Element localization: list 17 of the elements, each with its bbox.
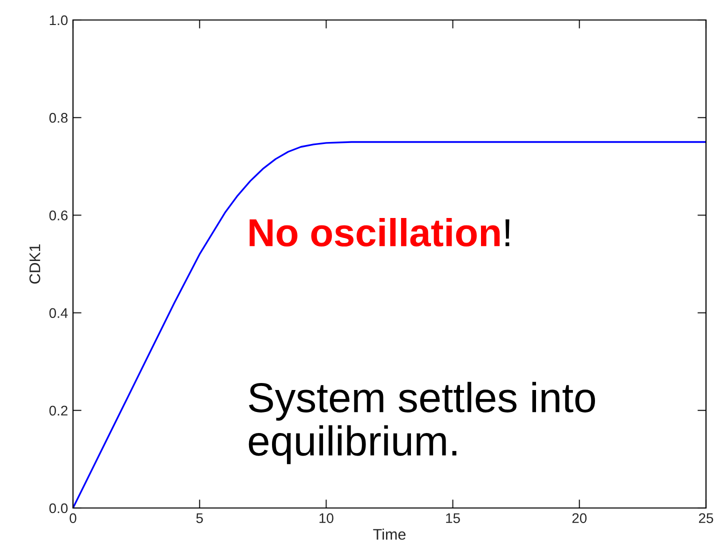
x-tick-label: 15 — [446, 513, 460, 524]
y-tick-label: 0.0 — [49, 503, 68, 514]
y-tick-label: 0.8 — [49, 112, 68, 123]
x-tick-label: 5 — [196, 513, 203, 524]
x-tick-label: 0 — [70, 513, 76, 524]
annotation: ! — [506, 219, 510, 246]
x-tick-label: 25 — [698, 513, 714, 524]
annotation: No oscillation — [250, 218, 500, 247]
y-tick-label: 0.2 — [49, 406, 68, 416]
annotation: System settles into equilibrium. — [248, 382, 595, 464]
x-tick-label: 20 — [572, 513, 587, 524]
x-axis-title: Time — [373, 528, 406, 540]
y-tick-label: 0.4 — [49, 308, 68, 318]
y-tick-label: 1.0 — [50, 15, 68, 26]
y-tick-label: 0.6 — [49, 210, 68, 220]
y-axis-title: CDK1 — [29, 244, 40, 284]
x-tick-label: 10 — [320, 513, 334, 524]
